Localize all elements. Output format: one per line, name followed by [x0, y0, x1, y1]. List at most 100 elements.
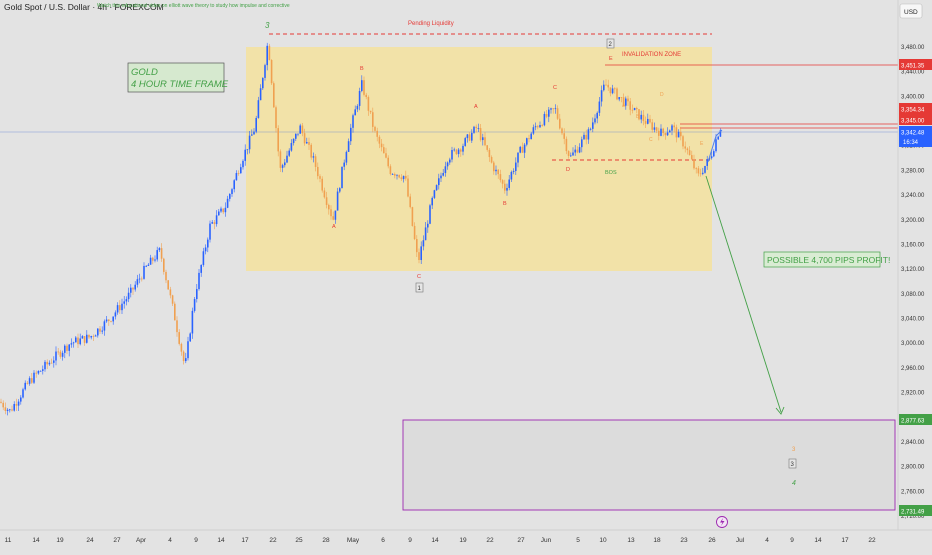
candle-up: [61, 352, 64, 357]
candle-up: [539, 124, 541, 128]
candle-up: [70, 343, 73, 345]
profit-box: [763, 251, 881, 268]
price-tick-label: 3,400.00: [901, 94, 925, 100]
candle-down: [416, 239, 418, 253]
time-axis[interactable]: 11 14 19 24 27 Apr 4 9 14 17 22 25 28 May 6 9 14 19 22 27 Ju…: [5, 537, 876, 544]
candle-down: [620, 97, 623, 98]
candle-up: [347, 141, 350, 152]
candle-down: [174, 303, 176, 321]
candle-down: [616, 88, 618, 100]
time-tick-label: Apr: [136, 537, 147, 544]
candle-up: [86, 334, 88, 343]
candle-down: [383, 147, 385, 154]
candle-down: [119, 305, 121, 311]
candle-up: [352, 115, 354, 128]
candle-down: [493, 162, 495, 172]
time-tick-label: 13: [627, 537, 635, 544]
candle-down: [699, 173, 702, 175]
candle-down: [490, 157, 493, 163]
price-axis[interactable]: [898, 0, 932, 550]
candle-up: [229, 193, 231, 199]
candle-up: [97, 328, 99, 336]
candle-up: [717, 136, 719, 140]
candle-down: [83, 336, 86, 343]
candle-up: [286, 155, 288, 163]
price-tick-label: 3,440.00: [901, 70, 925, 76]
candle-down: [497, 169, 499, 175]
candle-down: [479, 128, 482, 141]
candle-down: [697, 168, 700, 174]
candle-down: [691, 155, 693, 160]
candle-down: [330, 209, 332, 217]
candle-up: [640, 114, 642, 120]
candle-down: [398, 174, 400, 178]
candle-up: [361, 80, 363, 91]
time-tick-label: 17: [241, 537, 249, 544]
candle-down: [372, 112, 374, 127]
candle-down: [501, 180, 504, 184]
candle-up: [466, 134, 469, 139]
candle-down: [673, 125, 675, 128]
candle-down: [213, 222, 216, 225]
currency-button[interactable]: [899, 3, 923, 19]
wave-letter-c2: C: [553, 85, 557, 91]
candle-up: [446, 162, 449, 167]
candle-down: [552, 108, 554, 110]
candle-up: [53, 360, 55, 363]
current-price-value: 3,342.48: [901, 131, 925, 137]
candle-up: [570, 155, 572, 157]
candle-down: [380, 143, 383, 148]
candle-down: [0, 401, 2, 403]
candle-down: [15, 404, 18, 406]
candle-down: [631, 109, 634, 111]
candle-down: [521, 146, 524, 153]
candle-down: [176, 320, 178, 333]
candle-up: [719, 130, 722, 137]
candle-up: [235, 173, 238, 181]
wave-letter-a2: A: [474, 104, 478, 110]
candle-down: [486, 145, 488, 150]
candle-up: [202, 251, 205, 265]
candle-down: [171, 295, 174, 304]
candle-up: [510, 171, 513, 180]
candle-down: [695, 168, 697, 170]
time-tick-label: 27: [517, 537, 525, 544]
time-tick-label: 9: [194, 537, 198, 544]
price-tick-label: 2,760.00: [901, 489, 925, 495]
candle-down: [279, 151, 282, 168]
price-tick-label: 2,920.00: [901, 391, 925, 397]
candle-up: [345, 151, 348, 163]
candle-up: [660, 128, 662, 136]
candle-up: [532, 127, 535, 134]
candle-down: [108, 319, 110, 322]
candle-down: [319, 176, 321, 179]
candle-up: [248, 135, 251, 150]
candle-up: [442, 173, 444, 176]
candle-up: [427, 223, 429, 228]
candle-up: [207, 239, 209, 248]
candle-up: [554, 108, 557, 110]
candle-up: [204, 247, 207, 252]
candle-down: [31, 378, 33, 383]
candle-up: [391, 174, 394, 175]
candle-down: [627, 98, 629, 102]
candle-up: [9, 409, 11, 411]
candle-up: [526, 138, 528, 145]
price-tick-label: 3,040.00: [901, 317, 925, 323]
price-tick-label: 3,240.00: [901, 193, 925, 199]
candle-up: [17, 401, 20, 406]
candle-down: [152, 257, 154, 261]
wave-4-label: 4: [792, 480, 796, 487]
wave-letter-b3: B: [636, 114, 640, 120]
wave-3-small-label: 3: [792, 447, 796, 453]
candle-down: [88, 334, 90, 338]
candle-down: [662, 128, 664, 133]
candle-up: [435, 185, 438, 191]
title-line1: GOLD: [131, 67, 158, 78]
time-tick-label: 22: [486, 537, 494, 544]
time-tick-label: 17: [841, 537, 849, 544]
candle-down: [686, 148, 689, 151]
candle-up: [449, 159, 451, 163]
